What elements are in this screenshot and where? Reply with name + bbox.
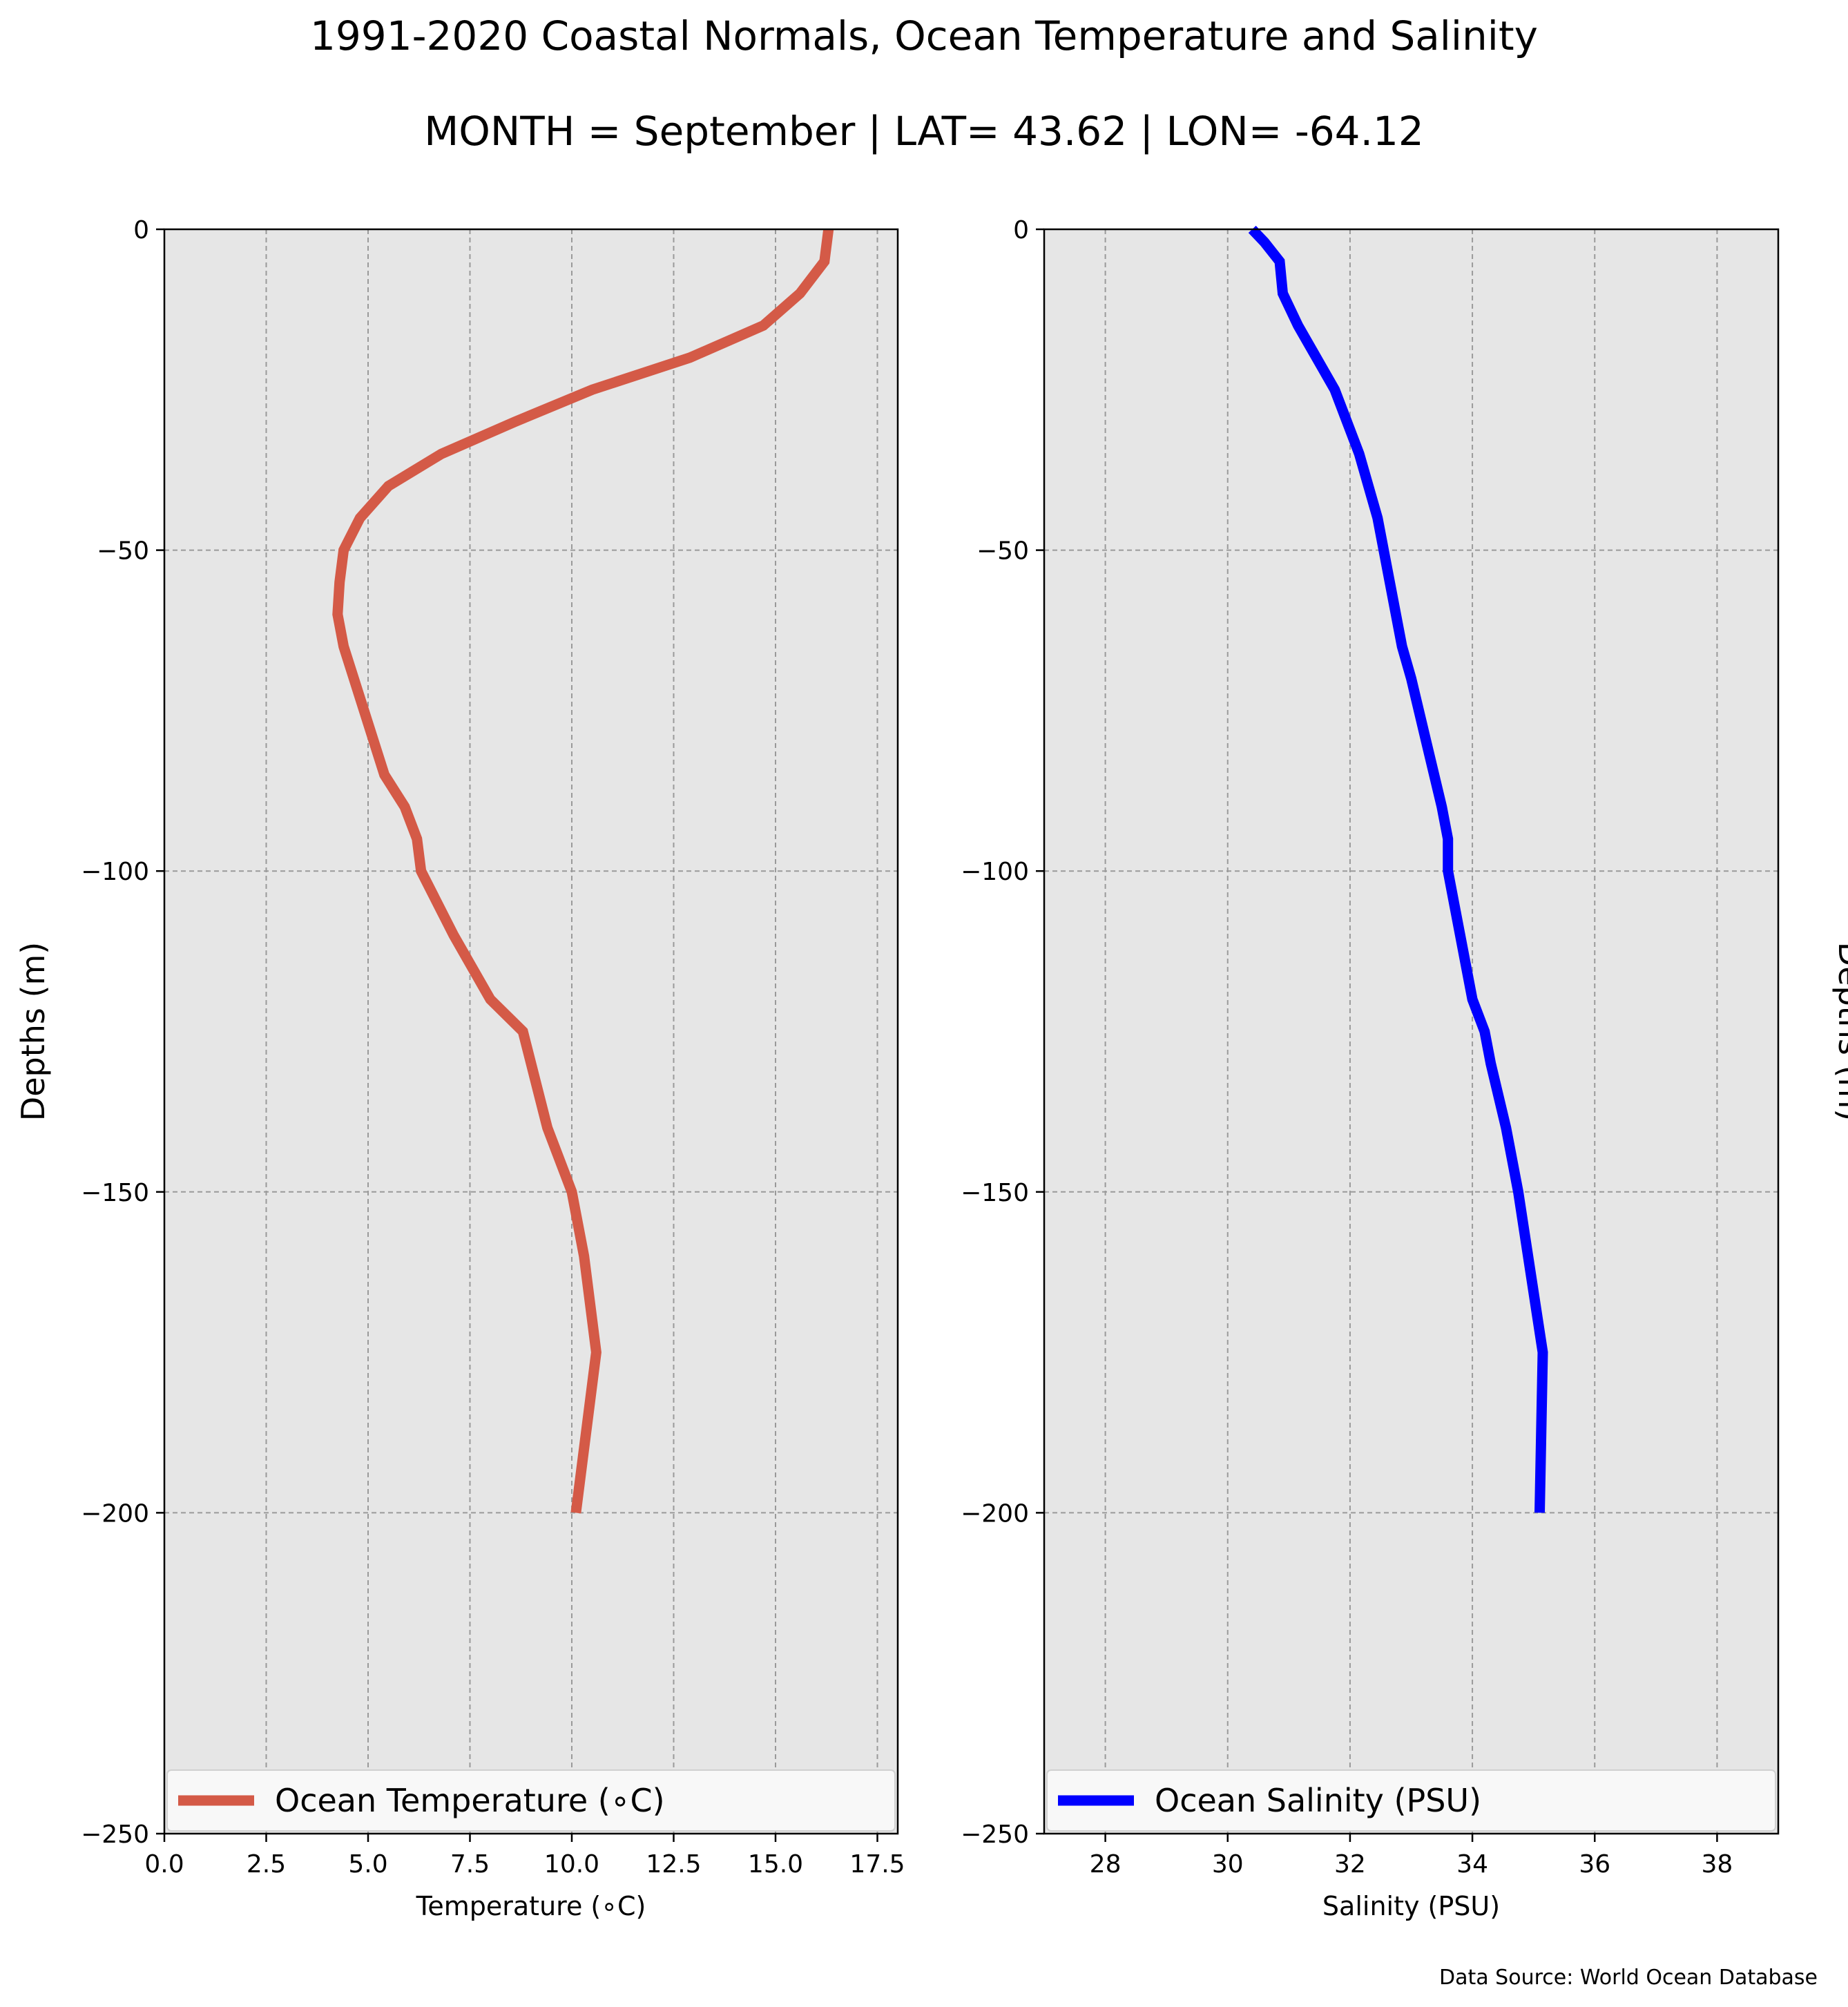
temperature-x-tick-label: 15.0 [748,1850,803,1879]
chart-title: 1991-2020 Coastal Normals, Ocean Tempera… [310,12,1538,59]
temperature-y-tick-label: −100 [81,858,149,886]
salinity-y-tick-label: −150 [961,1179,1029,1207]
salinity-y-tick-label: −100 [961,858,1029,886]
salinity-y-tick-label: 0 [1013,216,1029,244]
temperature-y-tick-label: −50 [97,537,149,566]
salinity-legend: Ocean Salinity (PSU) [1047,1770,1775,1831]
temperature-y-tick-label: 0 [133,216,149,244]
salinity-plot-area [1044,229,1778,1834]
salinity-y-tick-label: −50 [976,537,1029,566]
temperature-plot-area [164,229,898,1834]
salinity-legend-label: Ocean Salinity (PSU) [1155,1782,1481,1819]
temperature-x-tick-label: 12.5 [646,1850,701,1879]
salinity-x-axis-label: Salinity (PSU) [1322,1891,1500,1921]
temperature-x-tick-label: 0.0 [144,1850,184,1879]
temperature-x-axis-label: Temperature (∘C) [416,1891,646,1921]
salinity-panel: Ocean Salinity (PSU) 28 30 32 34 36 38 0 −50 −100… [961,216,1848,1921]
temperature-x-tick-label: 17.5 [849,1850,905,1879]
salinity-x-tick-label: 30 [1212,1850,1244,1879]
temperature-y-tick-label: −250 [81,1821,149,1849]
salinity-y-tick-label: −200 [961,1499,1029,1528]
temperature-x-tick-label: 2.5 [247,1850,286,1879]
temperature-x-tick-label: 10.0 [544,1850,599,1879]
temperature-panel: Ocean Temperature (∘C) 0.0 2.5 5.0 7.5 10.0 12… [15,216,905,1921]
salinity-y-tick-label: −250 [961,1821,1029,1849]
salinity-x-tick-label: 36 [1579,1850,1610,1879]
temperature-x-tick-label: 5.0 [348,1850,387,1879]
temperature-legend: Ocean Temperature (∘C) [167,1770,895,1831]
temperature-y-axis-label: Depths (m) [15,942,52,1121]
temperature-x-tick-label: 7.5 [450,1850,490,1879]
salinity-y-axis-label: Depths (m) [1831,942,1848,1121]
temperature-legend-label: Ocean Temperature (∘C) [275,1782,665,1819]
salinity-x-tick-label: 32 [1334,1850,1366,1879]
temperature-y-tick-label: −200 [81,1499,149,1528]
chart-subtitle: MONTH = September | LAT= 43.62 | LON= -6… [424,108,1424,155]
salinity-x-tick-label: 28 [1090,1850,1122,1879]
temperature-y-tick-label: −150 [81,1179,149,1207]
salinity-x-tick-label: 34 [1456,1850,1488,1879]
data-source-note: Data Source: World Ocean Database [1439,1966,1818,1990]
salinity-x-tick-label: 38 [1702,1850,1733,1879]
